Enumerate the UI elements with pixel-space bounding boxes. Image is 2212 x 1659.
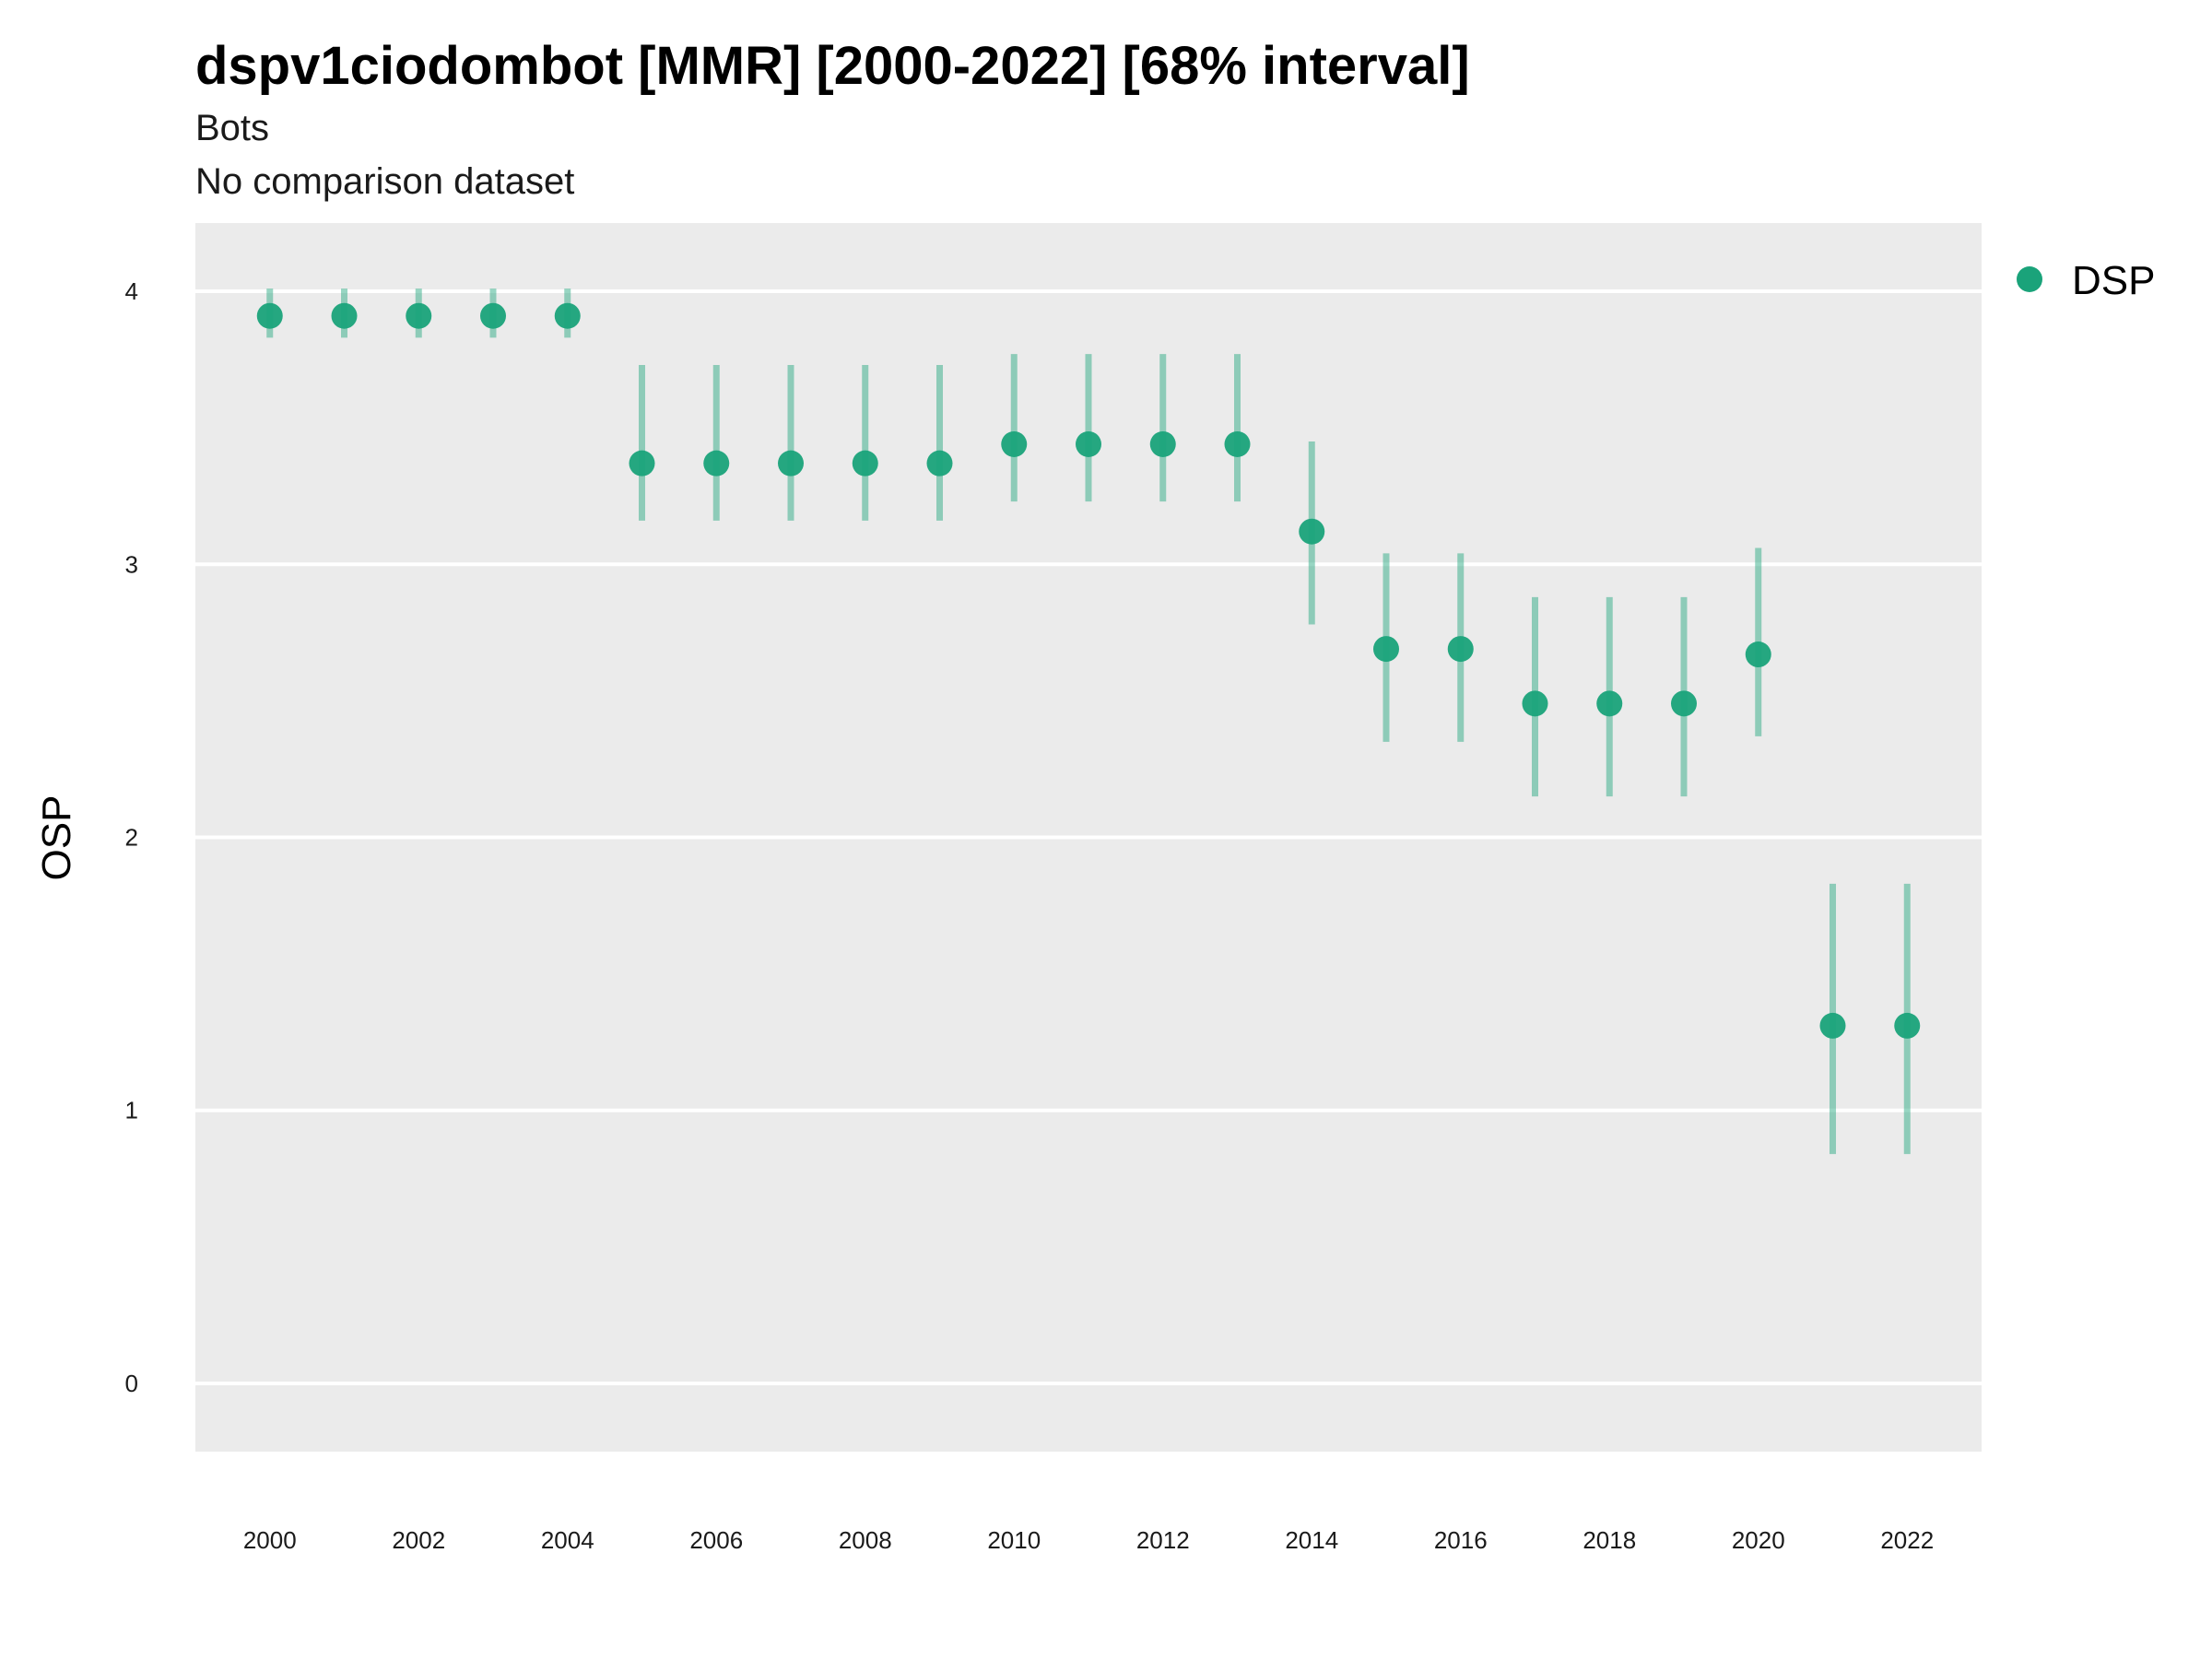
x-tick-label-2022: 2022 xyxy=(1880,1526,1934,1554)
y-tick-label-2: 2 xyxy=(125,824,138,852)
grid-lines xyxy=(195,289,1982,1385)
data-point-2005 xyxy=(629,450,655,477)
data-point-2016 xyxy=(1447,636,1474,663)
chart-title: dspv1ciodombot [MMR] [2000-2022] [68% in… xyxy=(195,36,1470,96)
data-point-2010 xyxy=(1001,430,1028,457)
data-point-2015 xyxy=(1373,636,1399,663)
chart-subtitle: Bots xyxy=(195,108,270,148)
data-point-2007 xyxy=(778,450,804,477)
y-tick-label-1: 1 xyxy=(125,1097,138,1124)
data-point-2003 xyxy=(480,302,506,329)
x-tick-label-2006: 2006 xyxy=(689,1526,743,1554)
legend: DSP xyxy=(2017,258,2155,303)
data-point-2002 xyxy=(406,302,432,329)
chart-caption: No comparison dataset xyxy=(195,161,575,202)
x-tick-label-2010: 2010 xyxy=(987,1526,1041,1554)
x-tick-label-2014: 2014 xyxy=(1285,1526,1338,1554)
data-point-2006 xyxy=(703,450,730,477)
data-point-2022 xyxy=(1894,1012,1921,1039)
data-point-2021 xyxy=(1819,1012,1846,1039)
data-point-2020 xyxy=(1745,641,1771,668)
x-tick-label-2012: 2012 xyxy=(1136,1526,1190,1554)
data-point-2013 xyxy=(1224,430,1251,457)
legend-key-dsp xyxy=(2017,266,2042,292)
data-point-2008 xyxy=(852,450,878,477)
x-tick-label-2016: 2016 xyxy=(1434,1526,1488,1554)
data-point-2011 xyxy=(1076,430,1101,457)
data-point-2018 xyxy=(1596,690,1623,717)
legend-label-dsp: DSP xyxy=(2072,258,2155,303)
x-tick-label-2004: 2004 xyxy=(541,1526,594,1554)
x-tick-label-2020: 2020 xyxy=(1732,1526,1785,1554)
data-point-2004 xyxy=(554,302,581,329)
y-tick-label-3: 3 xyxy=(125,550,138,578)
data-point-2000 xyxy=(256,302,283,329)
data-point-2019 xyxy=(1671,690,1697,717)
data-marks xyxy=(256,288,1921,1155)
data-point-2009 xyxy=(926,450,953,477)
y-tick-label-0: 0 xyxy=(125,1370,138,1397)
x-tick-label-2000: 2000 xyxy=(243,1526,297,1554)
y-axis-label: OSP xyxy=(34,795,79,881)
data-point-2012 xyxy=(1149,430,1176,457)
x-tick-label-2002: 2002 xyxy=(392,1526,445,1554)
y-tick-label-4: 4 xyxy=(125,277,138,305)
data-point-2001 xyxy=(331,302,358,329)
y-axis-ticks: 0 1 2 3 4 xyxy=(125,277,138,1397)
x-tick-label-2018: 2018 xyxy=(1583,1526,1636,1554)
data-point-2014 xyxy=(1299,518,1325,545)
x-tick-label-2008: 2008 xyxy=(839,1526,892,1554)
data-point-2017 xyxy=(1522,690,1548,717)
x-axis-ticks: 2000 2002 2004 2006 2008 2010 2012 2014 2016 2018… xyxy=(243,1526,1934,1554)
